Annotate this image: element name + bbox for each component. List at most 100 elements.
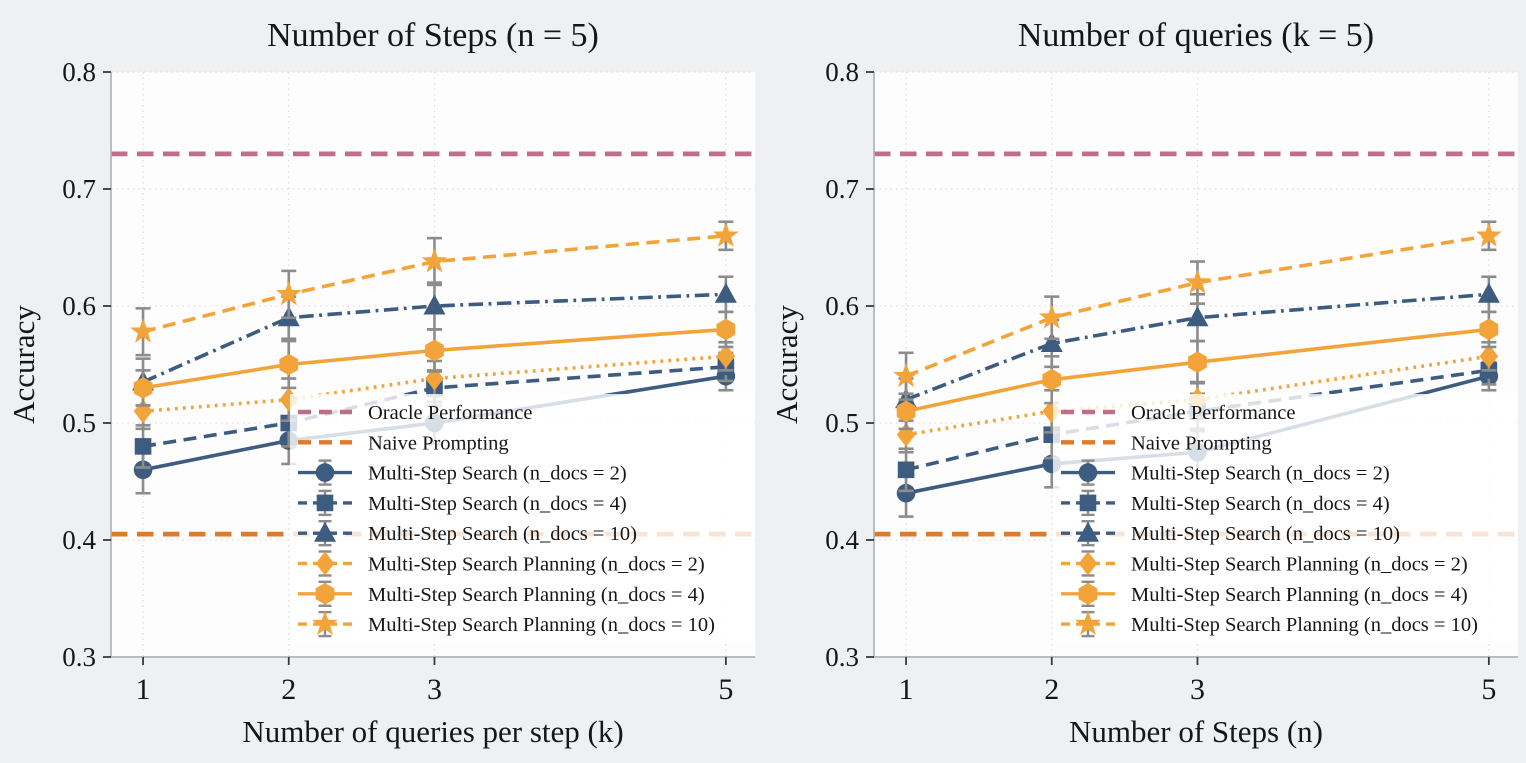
series-star (893, 220, 1502, 401)
legend-label: Multi-Step Search Planning (n_docs = 10) (1131, 614, 1478, 636)
diamond-marker (315, 551, 335, 576)
star-marker (1038, 304, 1065, 329)
legend-item: Multi-Step Search (n_docs = 2) (298, 459, 627, 486)
triangle-marker (1077, 521, 1099, 542)
square-marker (897, 461, 915, 479)
diamond-marker (716, 344, 736, 369)
triangle-marker (1186, 306, 1209, 327)
legend-item: Oracle Performance (298, 402, 532, 424)
circle-marker (133, 460, 153, 480)
diamond-marker (1078, 551, 1098, 576)
series-hexagon (896, 310, 1499, 431)
chart-title: Number of queries (k = 5) (1018, 17, 1374, 54)
circle-marker (315, 463, 335, 482)
star-marker (312, 610, 338, 636)
hexagon-marker (1042, 368, 1062, 391)
y-axis-label: Accuracy (6, 305, 41, 424)
triangle-marker (314, 521, 336, 542)
x-tick-label: 1 (899, 673, 914, 706)
square-marker (134, 438, 152, 455)
y-tick-label: 0.8 (825, 57, 859, 87)
circle-marker (896, 483, 916, 503)
hexagon-marker (315, 583, 335, 605)
diamond-marker (1479, 344, 1499, 369)
legend-label: Multi-Step Search (n_docs = 10) (1131, 523, 1400, 545)
x-tick-label: 5 (718, 673, 733, 706)
y-tick-label: 0.4 (62, 525, 96, 555)
legend: Oracle Performance Naive Prompting Multi-S… (290, 394, 753, 641)
hexagon-marker (133, 377, 153, 399)
y-tick-label: 0.4 (825, 525, 859, 555)
legend-label: Naive Prompting (1131, 432, 1272, 454)
legend-item: Multi-Step Search (n_docs = 10) (1061, 520, 1400, 547)
legend-item: Oracle Performance (1061, 402, 1295, 424)
series-line (905, 234, 1490, 378)
star-marker (1476, 222, 1502, 247)
legend-item: Multi-Step Search Planning (n_docs = 4) (1061, 580, 1468, 607)
y-tick-label: 0.6 (62, 291, 96, 321)
legend-background (1053, 394, 1516, 641)
circle-marker (1078, 463, 1098, 482)
legend: Oracle Performance Naive Prompting Multi-S… (1053, 394, 1516, 641)
legend-item: Naive Prompting (298, 432, 509, 454)
legend-label: Oracle Performance (368, 402, 532, 424)
legend-item: Multi-Step Search (n_docs = 4) (298, 489, 627, 517)
legend-item: Multi-Step Search (n_docs = 10) (298, 520, 637, 547)
panel-left: Oracle Performance Naive Prompting Multi-S… (6, 17, 755, 749)
hexagon-marker (896, 400, 916, 423)
x-axis-label: Number of queries per step (k) (242, 714, 623, 749)
y-tick-label: 0.3 (62, 642, 96, 672)
legend-label: Multi-Step Search (n_docs = 10) (368, 523, 637, 545)
legend-label: Oracle Performance (1131, 402, 1295, 424)
series-line (142, 327, 726, 390)
star-marker (1184, 269, 1211, 294)
star-marker (130, 318, 156, 343)
legend-item: Naive Prompting (1061, 432, 1272, 454)
legend-item: Multi-Step Search Planning (n_docs = 4) (298, 580, 705, 607)
chart-title: Number of Steps (n = 5) (267, 17, 599, 54)
legend-background (290, 394, 753, 641)
legend-item: Multi-Step Search Planning (n_docs = 2) (298, 550, 705, 577)
legend-label: Multi-Step Search (n_docs = 2) (368, 463, 627, 485)
legend-item: Multi-Step Search Planning (n_docs = 10) (1061, 610, 1478, 638)
star-marker (713, 222, 739, 247)
legend-label: Multi-Step Search Planning (n_docs = 2) (368, 554, 705, 576)
y-tick-label: 0.6 (825, 291, 859, 321)
legend-label: Multi-Step Search (n_docs = 4) (1131, 493, 1390, 515)
x-tick-label: 3 (1190, 673, 1205, 706)
triangle-marker (1477, 282, 1500, 303)
triangle-marker (1040, 331, 1063, 352)
y-tick-label: 0.3 (825, 642, 859, 672)
x-tick-label: 1 (136, 673, 151, 706)
hexagon-marker (1188, 351, 1207, 373)
x-tick-label: 2 (1044, 673, 1059, 706)
y-tick-label: 0.8 (62, 57, 96, 87)
star-marker (421, 248, 448, 273)
y-tick-label: 0.5 (825, 408, 859, 438)
series-line (142, 365, 726, 449)
series-line (142, 292, 726, 384)
legend-item: Multi-Step Search Planning (n_docs = 10) (298, 610, 715, 638)
x-tick-label: 5 (1481, 673, 1496, 706)
square-marker (316, 494, 334, 512)
legend-item: Multi-Step Search (n_docs = 2) (1061, 459, 1390, 486)
x-tick-label: 2 (281, 673, 296, 706)
legend-item: Multi-Step Search (n_docs = 4) (1061, 489, 1390, 517)
series-diamond (133, 340, 736, 431)
x-axis-label: Number of Steps (n) (1069, 714, 1323, 749)
star-marker (1075, 610, 1101, 636)
y-tick-label: 0.7 (62, 174, 96, 204)
legend-label: Multi-Step Search Planning (n_docs = 4) (1131, 584, 1468, 606)
triangle-marker (714, 282, 737, 303)
legend-label: Multi-Step Search Planning (n_docs = 4) (368, 584, 705, 606)
series-line (905, 354, 1490, 437)
series-line (142, 354, 726, 414)
legend-label: Naive Prompting (368, 432, 509, 454)
star-marker (893, 362, 919, 388)
hexagon-marker (425, 339, 444, 362)
triangle-marker (423, 294, 446, 315)
series-line (905, 327, 1490, 414)
legend-label: Multi-Step Search Planning (n_docs = 10) (368, 614, 715, 636)
